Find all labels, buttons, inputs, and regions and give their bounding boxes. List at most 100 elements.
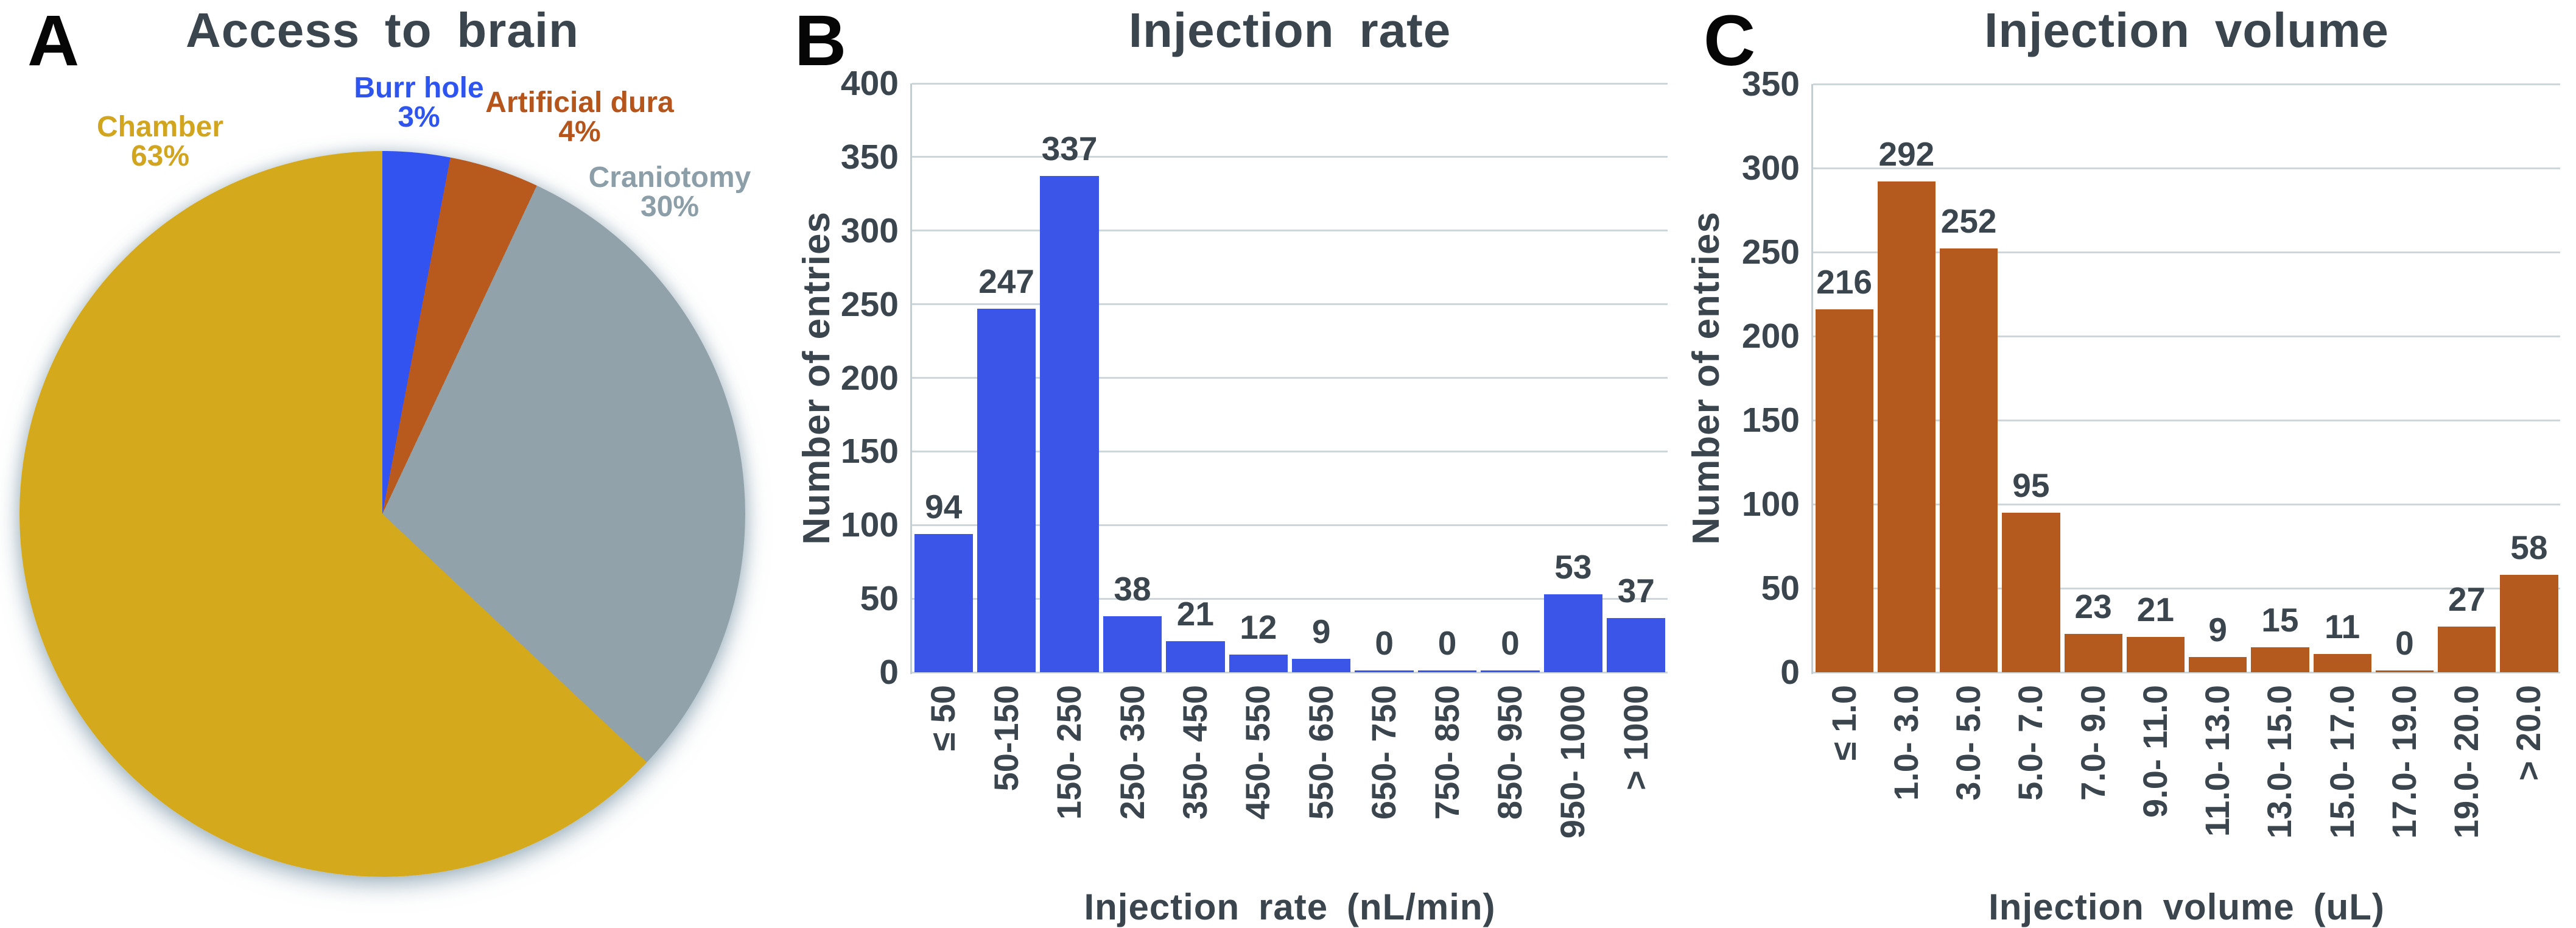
bar-value-label: 21 — [2136, 591, 2174, 629]
bar — [1355, 670, 1414, 672]
gridline — [1813, 419, 2560, 421]
x-tick-label: > 1000 — [1605, 685, 1668, 916]
x-tick-label-text: 650- 750 — [1364, 685, 1403, 820]
bar — [1815, 309, 1873, 672]
bar — [1940, 248, 1998, 672]
bar-value-label: 95 — [2012, 466, 2050, 504]
bar — [2438, 627, 2496, 672]
y-tick-label: 200 — [1741, 317, 1800, 356]
bar-value-label: 216 — [1816, 262, 1872, 301]
x-tick-label: 13.0- 15.0 — [2249, 685, 2311, 916]
x-tick-label-text: > 1000 — [1616, 685, 1655, 790]
x-tick-label-text: 3.0- 5.0 — [1949, 685, 1988, 801]
x-tick-label-text: > 20.0 — [2509, 685, 2548, 781]
pie-label-burr-hole: Burr hole 3% — [297, 74, 541, 132]
x-tick-label: ≤ 50 — [912, 685, 975, 916]
y-tick-label: 100 — [840, 505, 899, 545]
bar — [2002, 512, 2060, 672]
x-tick-label: 150- 250 — [1038, 685, 1101, 916]
x-tick-label-text: 7.0- 9.0 — [2073, 685, 2112, 801]
pie-label-chamber-pct: 63% — [130, 140, 190, 172]
x-tick-label: > 20.0 — [2498, 685, 2560, 916]
panel-a: A Access to brain Chamber 63% Burr hole … — [0, 0, 791, 926]
bar-value-label: 27 — [2448, 580, 2486, 619]
x-tick-label-text: 550- 650 — [1301, 685, 1340, 820]
gridline — [1813, 167, 2560, 169]
x-tick-label-text: 750- 850 — [1427, 685, 1466, 820]
gridline — [1813, 671, 2560, 673]
y-tick-label: 250 — [1741, 233, 1800, 272]
pie-label-burr-hole-pct: 3% — [398, 101, 440, 133]
panel-b: B Injection rate Number of entries Injec… — [791, 0, 1680, 927]
bar-value-label: 58 — [2510, 528, 2548, 566]
gridline — [912, 82, 1668, 85]
bar-value-label: 9 — [1311, 613, 1331, 651]
pie-title: Access to brain — [186, 3, 579, 57]
x-tick-label: 450- 550 — [1227, 685, 1290, 916]
x-tick-label-text: 450- 550 — [1238, 685, 1277, 820]
bar-value-label: 94 — [925, 487, 963, 526]
bar-value-label: 21 — [1176, 595, 1214, 633]
y-tick-label: 0 — [1780, 653, 1800, 692]
y-axis-line — [1811, 84, 1813, 674]
x-tick-label: 9.0- 11.0 — [2124, 685, 2186, 916]
gridline — [912, 303, 1668, 306]
bar — [1481, 670, 1540, 672]
x-tick-label: 7.0- 9.0 — [2062, 685, 2124, 916]
x-tick-label-text: ≤ 1.0 — [1824, 685, 1863, 761]
bar — [1607, 617, 1666, 672]
bar — [2313, 653, 2371, 672]
gridline — [912, 230, 1668, 232]
x-tick-label-text: 17.0- 19.0 — [2384, 685, 2423, 839]
y-tick-label: 150 — [840, 432, 899, 471]
x-tick-label: 11.0- 13.0 — [2187, 685, 2249, 916]
gridline — [1813, 587, 2560, 589]
pie-label-chamber: Chamber 63% — [38, 113, 282, 171]
bar — [2064, 633, 2122, 672]
bar-value-label: 12 — [1240, 608, 1277, 646]
pie-label-craniotomy-pct: 30% — [640, 191, 700, 223]
gridline — [1813, 83, 2560, 85]
gridline — [1813, 503, 2560, 505]
gridline — [912, 671, 1668, 673]
x-tick-label: 750- 850 — [1416, 685, 1478, 916]
bar-value-label: 0 — [1501, 624, 1520, 662]
gridline — [912, 597, 1668, 600]
bar — [1417, 670, 1477, 672]
gridline — [1813, 251, 2560, 253]
y-tick-label: 0 — [879, 653, 899, 692]
x-tick-label: 250- 350 — [1101, 685, 1163, 916]
bar-value-label: 15 — [2261, 600, 2299, 639]
bar-value-label: 0 — [1375, 624, 1394, 662]
x-tick-label: 650- 750 — [1353, 685, 1416, 916]
x-tick-label: 15.0- 17.0 — [2311, 685, 2373, 916]
x-tick-label-text: 11.0- 13.0 — [2198, 685, 2237, 837]
bar — [2126, 637, 2185, 672]
gridline — [912, 450, 1668, 452]
x-tick-label: 5.0- 7.0 — [2000, 685, 2062, 916]
bar — [1292, 659, 1351, 672]
bar — [1229, 654, 1288, 672]
x-tick-label-text: 9.0- 11.0 — [2135, 685, 2174, 818]
bar — [914, 533, 973, 672]
y-tick-label: 350 — [1741, 65, 1800, 104]
pie-label-burr-hole-name: Burr hole — [354, 72, 484, 104]
x-tick-label-text: 350- 450 — [1175, 685, 1214, 820]
x-tick-label: 17.0- 19.0 — [2373, 685, 2435, 916]
bar — [2375, 670, 2434, 672]
gridline — [1813, 335, 2560, 337]
panel-letter-a: A — [27, 1, 80, 81]
bar-chart-c-x-axis-title: Injection volume (uL) — [1988, 887, 2385, 927]
bar — [1166, 641, 1225, 672]
pie-chart — [19, 151, 745, 877]
x-tick-label-text: 13.0- 15.0 — [2260, 685, 2299, 839]
x-tick-label-text: 5.0- 7.0 — [2011, 685, 2050, 801]
bar-value-label: 38 — [1114, 570, 1151, 608]
pie-label-chamber-name: Chamber — [96, 111, 224, 143]
bar-chart-c-title: Injection volume — [1984, 3, 2389, 57]
bar — [1877, 181, 1936, 672]
x-tick-label: 550- 650 — [1290, 685, 1353, 916]
y-tick-label: 400 — [840, 64, 899, 103]
bar — [2500, 574, 2558, 672]
y-axis-line — [910, 83, 912, 674]
